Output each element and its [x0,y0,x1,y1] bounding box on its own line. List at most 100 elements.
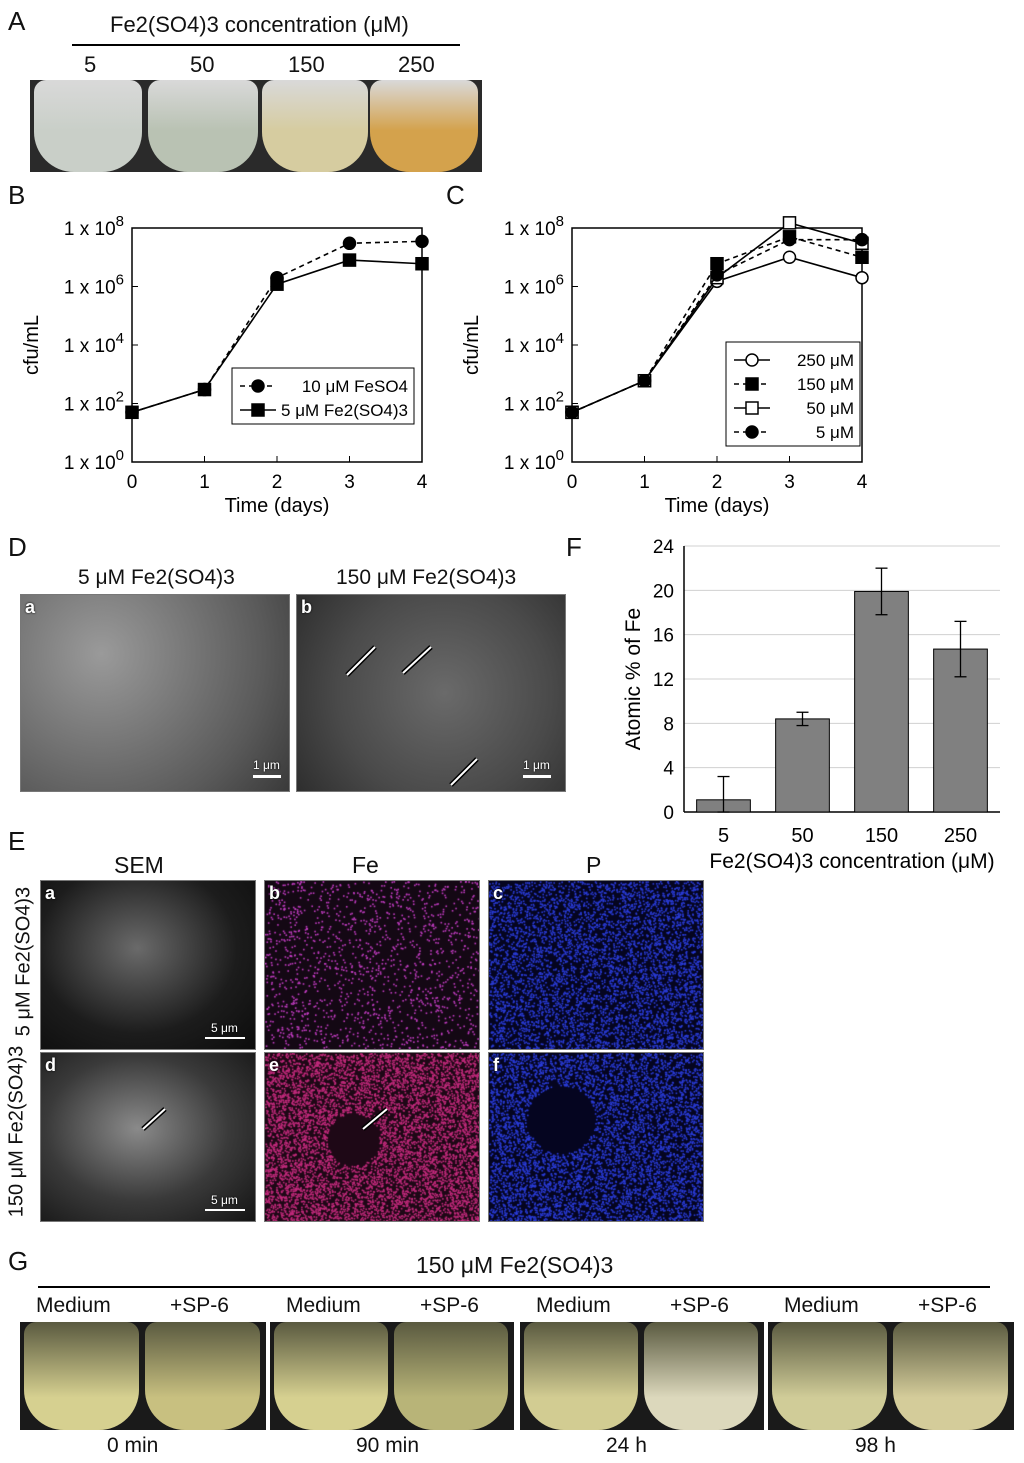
eds-sub-c: c [493,883,504,903]
scale-text: 1 μm [523,758,550,772]
legend: 10 μM FeSO4 5 μM Fe2(SO4)3 [231,367,415,425]
panel-g-flask-photo [20,1322,266,1430]
legend: 250 μM 150 μM 50 μM 5 μM [725,341,861,447]
x-tick-label: 4 [857,472,868,493]
legend-marker [745,425,759,439]
y-axis-label: Atomic % of Fe [622,608,645,750]
scale-bar [205,1209,245,1211]
panel-g-time-label: 90 min [356,1434,420,1457]
data-point [342,236,357,251]
flask-250uM [370,80,478,172]
y-tick-label: 12 [653,670,674,691]
y-tick-label: 1 x 106 [64,272,124,299]
error-bar [717,775,730,813]
flask-sp6 [893,1322,1008,1430]
x-tick-label: 150 [865,825,898,847]
plot-frame [131,227,423,463]
legend-label: 5 μM Fe2(SO4)3 [281,401,408,420]
y-tick-label: 1 x 108 [64,213,124,240]
y-tick-label: 20 [653,581,674,602]
eds-p-5uM: c [488,880,704,1050]
legend-label: 50 μM [806,399,854,418]
eds-sub-f: f [493,1055,499,1075]
growth-chart-b: 1 x 100 1 x 102 1 x 104 1 x 106 1 x 108 0 1 2 3 4… [21,213,429,517]
legend-marker [251,379,265,393]
panel-e-row2: 150 μM Fe2(SO4)3 [5,1045,28,1218]
arrow-icons [345,645,479,787]
panel-e-col-sem: SEM [114,852,164,878]
scale-text: 5 μm [211,1021,238,1035]
panel-g-medium-label: Medium [36,1294,111,1317]
x-axis-label: Time (days) [225,495,330,517]
panel-g-flask-photo [768,1322,1014,1430]
bar-chart-f: 0 4 8 12 16 20 24 5 50 150 250 Fe2(SO4)3 concentrat… [622,537,1000,873]
data-point [782,232,797,247]
flask-sp6 [394,1322,508,1430]
x-tick-label: 0 [567,472,578,493]
eds-sub-e: e [269,1055,280,1075]
panel-f-label: F [566,532,582,562]
scale-text: 5 μm [211,1193,238,1207]
data-point [710,256,724,271]
eds-p-150uM: f [488,1052,704,1222]
scale-text: 1 μm [253,758,280,772]
flask-medium [24,1322,139,1430]
y-tick-label: 24 [653,537,675,558]
data-point [565,405,579,420]
flask-150uM [262,80,368,172]
y-axis-label: cfu/mL [461,315,483,375]
data-point [855,232,869,247]
legend-label: 5 μM [816,423,854,442]
panel-b-label: B [8,180,26,210]
bar [775,718,830,813]
panel-e-col-fe: Fe [352,852,379,878]
flask-50uM [148,80,258,172]
panel-g-flask-photo [520,1322,764,1430]
legend-label: 250 μM [797,351,854,370]
x-tick-label: 3 [344,472,355,493]
panel-e-row1: 5 μM Fe2(SO4)3 [12,886,35,1037]
panel-g-rule [38,1286,990,1288]
flask-medium [524,1322,638,1430]
eds-fe-5uM: b [264,880,480,1050]
data-point [855,270,869,285]
series-1 [125,253,429,420]
sem-image-5uM: a 1 μm [20,594,290,792]
y-tick-label: 0 [663,803,674,824]
panel-g-time-label: 24 h [606,1434,647,1457]
data-point [415,234,429,249]
data-point [710,268,724,282]
eds-sub-b: b [269,883,280,903]
scale-bar [205,1037,245,1039]
legend-marker [745,401,759,415]
x-tick-label: 5 [718,825,729,847]
x-tick-label: 250 [944,825,977,847]
y-tick-label: 1 x 100 [504,447,564,474]
x-tick-label: 1 [639,472,650,493]
panel-g-sp6-label: +SP-6 [420,1294,479,1317]
panel-g-medium-label: Medium [784,1294,859,1317]
flask-sp6 [145,1322,260,1430]
bar [854,590,909,813]
panel-d-title-b: 150 μM Fe2(SO4)3 [336,566,517,589]
arrow-icon [361,1107,389,1131]
flask-medium [772,1322,887,1430]
data-point [125,405,139,420]
arrow-icon [141,1107,167,1131]
panel-a-conc-1: 50 [190,52,215,77]
sem-sub-a: a [25,597,36,617]
legend-label: 150 μM [797,375,854,394]
panel-a-conc-2: 150 [288,52,325,77]
panel-a-header-rule [72,44,460,46]
y-tick-label: 16 [653,626,674,647]
y-tick-label: 1 x 102 [504,389,564,416]
panel-g-label: G [8,1246,29,1276]
data-point [270,277,284,291]
panel-g-sp6-label: +SP-6 [918,1294,977,1317]
flask-medium [274,1322,388,1430]
y-tick-label: 1 x 104 [64,330,124,357]
panel-a-label: A [8,6,26,36]
panel-a-flask-photo [30,80,482,172]
x-axis-label: Fe2(SO4)3 concentration (μM) [709,850,994,873]
panel-g-time-label: 98 h [855,1434,896,1457]
